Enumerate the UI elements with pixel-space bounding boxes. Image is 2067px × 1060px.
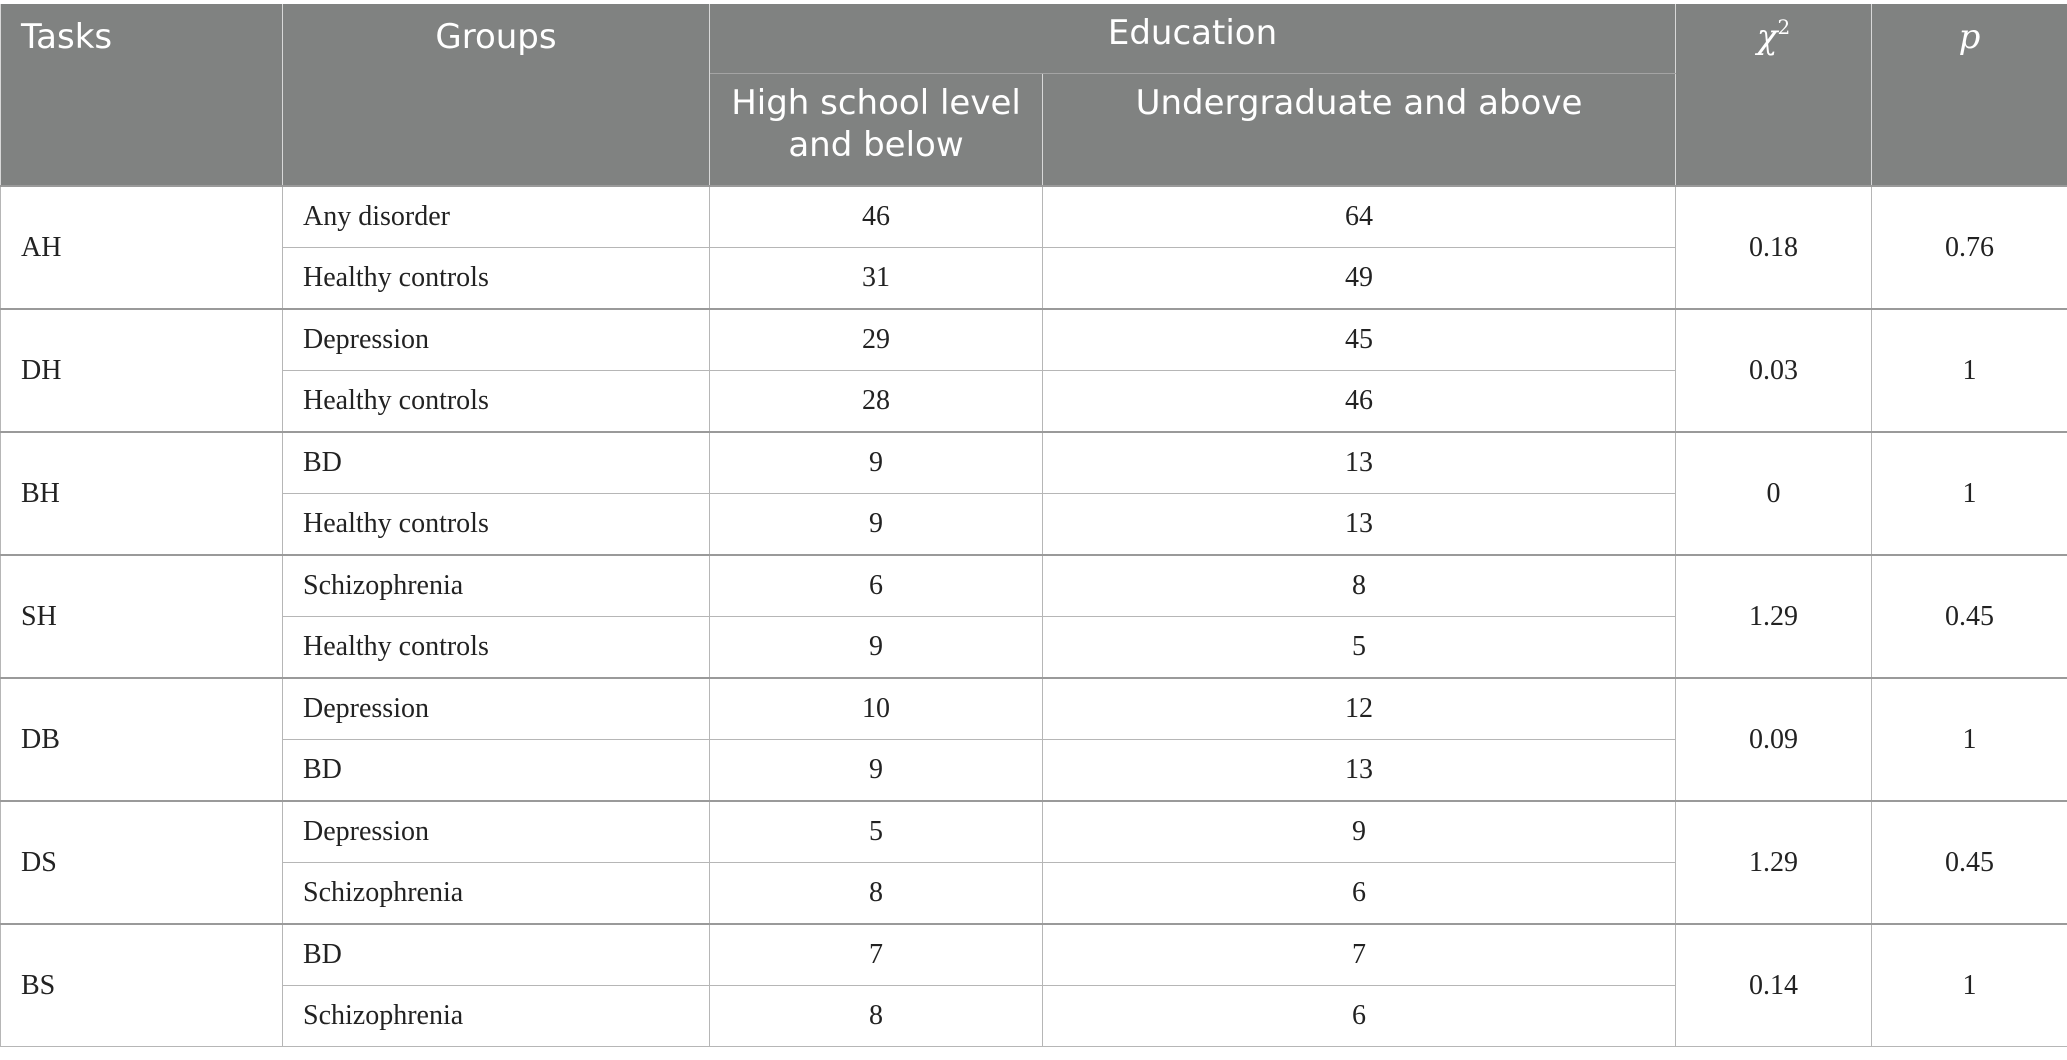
p-value-cell: 0.45 bbox=[1871, 554, 2067, 679]
header-high-school: High school level and below bbox=[709, 73, 1043, 186]
table-row: BH BD 9 13 0 1 bbox=[0, 431, 2067, 556]
header-p-value: p bbox=[1871, 4, 2067, 186]
task-cell: BS bbox=[0, 923, 283, 1047]
chi-symbol: χ bbox=[1756, 17, 1778, 57]
table-row: BD 9 13 bbox=[1, 739, 2067, 802]
table-row: SH Schizophrenia 6 8 1.29 0.45 bbox=[0, 554, 2067, 679]
group-cell: Any disorder bbox=[282, 185, 710, 248]
undergraduate-count-cell: 6 bbox=[1042, 862, 1676, 925]
high-school-count-cell: 9 bbox=[709, 739, 1043, 802]
header-chi-square: χ2 bbox=[1675, 4, 1872, 186]
high-school-count-cell: 28 bbox=[709, 370, 1043, 433]
undergraduate-count-cell: 12 bbox=[1042, 677, 1676, 740]
high-school-count-cell: 8 bbox=[709, 862, 1043, 925]
table-row: DS Depression 5 9 1.29 0.45 bbox=[0, 800, 2067, 925]
undergraduate-count-cell: 45 bbox=[1042, 308, 1676, 371]
group-cell: Schizophrenia bbox=[282, 554, 710, 617]
undergraduate-count-cell: 49 bbox=[1042, 247, 1676, 310]
table-row: Healthy controls 9 13 bbox=[1, 493, 2067, 556]
group-cell: Depression bbox=[282, 800, 710, 863]
chi-square-cell: 0.14 bbox=[1675, 923, 1872, 1047]
chi-square-cell: 1.29 bbox=[1675, 800, 1872, 925]
group-cell: BD bbox=[282, 739, 710, 802]
undergraduate-count-cell: 5 bbox=[1042, 616, 1676, 679]
group-cell: Healthy controls bbox=[282, 616, 710, 679]
task-cell: DB bbox=[0, 677, 283, 802]
header-tasks: Tasks bbox=[0, 4, 283, 186]
chi-square-cell: 0 bbox=[1675, 431, 1872, 556]
header-undergraduate: Undergraduate and above bbox=[1042, 73, 1676, 186]
undergraduate-count-cell: 13 bbox=[1042, 493, 1676, 556]
group-cell: BD bbox=[282, 431, 710, 494]
chi-square-cell: 0.09 bbox=[1675, 677, 1872, 802]
high-school-count-cell: 29 bbox=[709, 308, 1043, 371]
table-header: Tasks Groups Education χ2 p High school … bbox=[0, 4, 2067, 186]
undergraduate-count-cell: 13 bbox=[1042, 739, 1676, 802]
group-cell: Healthy controls bbox=[282, 370, 710, 433]
chi-square-cell: 1.29 bbox=[1675, 554, 1872, 679]
p-value-cell: 0.45 bbox=[1871, 800, 2067, 925]
high-school-count-cell: 46 bbox=[709, 185, 1043, 248]
high-school-count-cell: 9 bbox=[709, 493, 1043, 556]
group-cell: Healthy controls bbox=[282, 493, 710, 556]
group-cell: BD bbox=[282, 923, 710, 986]
undergraduate-count-cell: 46 bbox=[1042, 370, 1676, 433]
high-school-count-cell: 6 bbox=[709, 554, 1043, 617]
education-table: Tasks Groups Education χ2 p High school … bbox=[0, 4, 2067, 1047]
group-cell: Healthy controls bbox=[282, 247, 710, 310]
table-row: AH Any disorder 46 64 0.18 0.76 bbox=[0, 185, 2067, 310]
undergraduate-count-cell: 64 bbox=[1042, 185, 1676, 248]
undergraduate-count-cell: 9 bbox=[1042, 800, 1676, 863]
group-cell: Schizophrenia bbox=[282, 862, 710, 925]
chi-square-cell: 0.03 bbox=[1675, 308, 1872, 433]
task-cell: DS bbox=[0, 800, 283, 925]
high-school-count-cell: 5 bbox=[709, 800, 1043, 863]
chi-square-cell: 0.18 bbox=[1675, 185, 1872, 310]
undergraduate-count-cell: 7 bbox=[1042, 923, 1676, 986]
table-row: Schizophrenia 8 6 bbox=[1, 862, 2067, 925]
group-cell: Depression bbox=[282, 308, 710, 371]
task-cell: DH bbox=[0, 308, 283, 433]
high-school-count-cell: 7 bbox=[709, 923, 1043, 986]
p-value-cell: 1 bbox=[1871, 677, 2067, 802]
table-body: AH Any disorder 46 64 0.18 0.76 Healthy contro… bbox=[0, 185, 2067, 1047]
header-education: Education bbox=[709, 4, 1676, 75]
undergraduate-count-cell: 13 bbox=[1042, 431, 1676, 494]
undergraduate-count-cell: 8 bbox=[1042, 554, 1676, 617]
high-school-count-cell: 9 bbox=[709, 616, 1043, 679]
high-school-count-cell: 9 bbox=[709, 431, 1043, 494]
high-school-count-cell: 31 bbox=[709, 247, 1043, 310]
chi-superscript: 2 bbox=[1777, 15, 1791, 39]
group-cell: Schizophrenia bbox=[282, 985, 710, 1047]
group-cell: Depression bbox=[282, 677, 710, 740]
table-row: DH Depression 29 45 0.03 1 bbox=[0, 308, 2067, 433]
p-value-cell: 1 bbox=[1871, 923, 2067, 1047]
table-row: Schizophrenia 8 6 bbox=[1, 985, 2067, 1047]
table-row: BS BD 7 7 0.14 1 bbox=[0, 923, 2067, 1047]
high-school-count-cell: 10 bbox=[709, 677, 1043, 740]
task-cell: BH bbox=[0, 431, 283, 556]
high-school-count-cell: 8 bbox=[709, 985, 1043, 1047]
p-value-cell: 0.76 bbox=[1871, 185, 2067, 310]
p-value-cell: 1 bbox=[1871, 431, 2067, 556]
task-cell: SH bbox=[0, 554, 283, 679]
table-row: Healthy controls 9 5 bbox=[1, 616, 2067, 679]
undergraduate-count-cell: 6 bbox=[1042, 985, 1676, 1047]
table-row: Healthy controls 31 49 bbox=[1, 247, 2067, 310]
header-groups: Groups bbox=[282, 4, 710, 186]
task-cell: AH bbox=[0, 185, 283, 310]
table-row: DB Depression 10 12 0.09 1 bbox=[0, 677, 2067, 802]
p-value-cell: 1 bbox=[1871, 308, 2067, 433]
